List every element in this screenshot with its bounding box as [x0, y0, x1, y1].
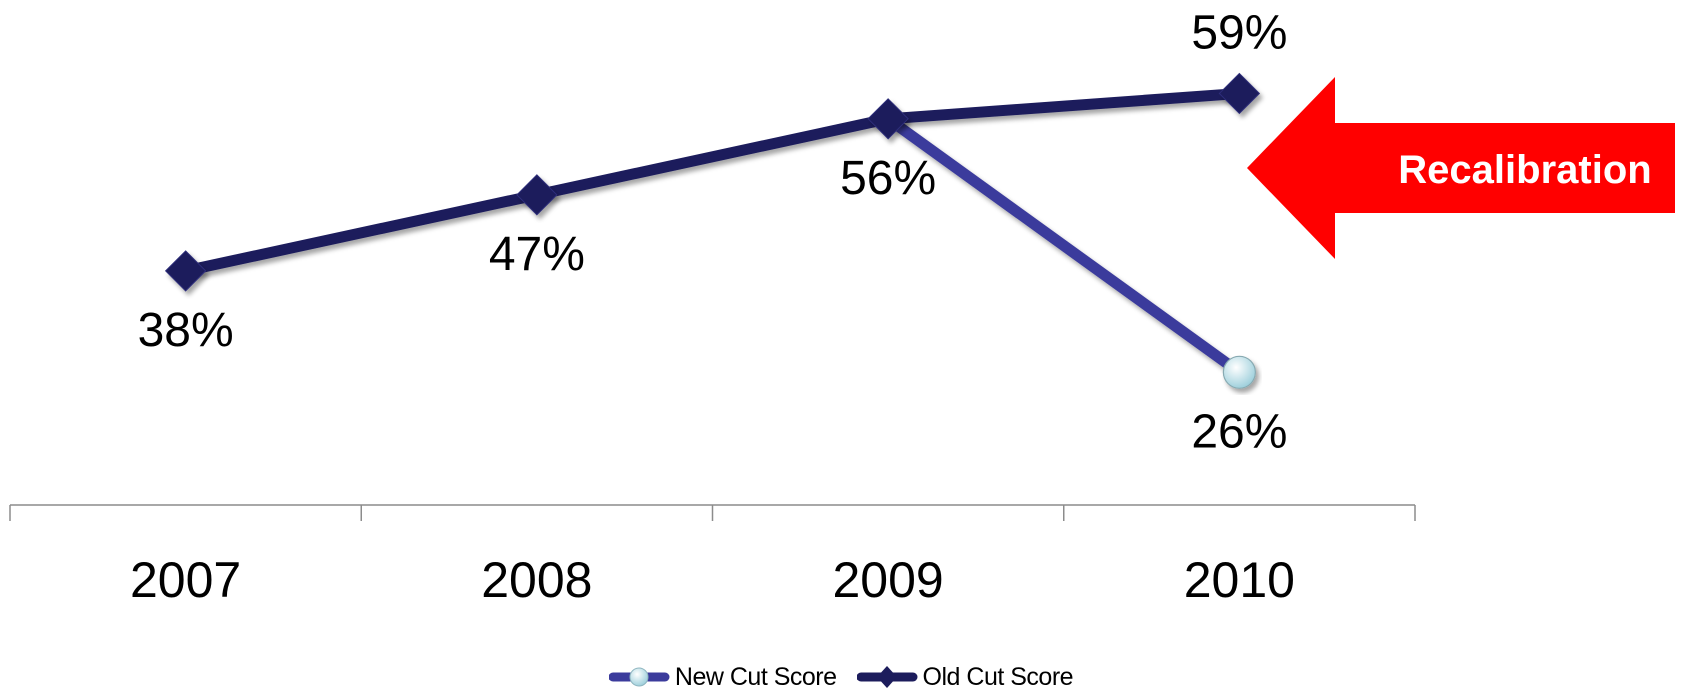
series-line-old-cut-score: [180, 87, 1245, 277]
data-point-old-cut-score: [867, 98, 909, 140]
legend: New Cut Score Old Cut Score: [0, 660, 1682, 694]
data-labels: 26% 38% 47% 56% 59%: [138, 6, 1288, 458]
series-line-new-cut-score: [882, 113, 1245, 378]
data-point-new-cut-score: [1222, 355, 1256, 389]
legend-label: Old Cut Score: [922, 662, 1074, 691]
x-tick-label: 2008: [481, 552, 592, 608]
series-lines: [180, 87, 1245, 378]
legend-circle-line-icon: [608, 667, 670, 687]
data-label: 56%: [840, 152, 936, 205]
recalibration-callout: Recalibration: [1247, 77, 1675, 259]
legend-diamond-line-icon: [856, 666, 918, 688]
data-label: 26%: [1191, 405, 1287, 458]
x-tick-label: 2007: [130, 552, 241, 608]
x-axis: 2007 2008 2009 2010: [9, 504, 1416, 608]
data-point-old-cut-score: [164, 250, 207, 292]
callout-arrow-shape: [1247, 77, 1675, 259]
data-point-old-cut-score: [516, 174, 558, 216]
legend-item-old-cut-score: Old Cut Score: [856, 662, 1074, 692]
x-tick-label: 2010: [1184, 552, 1295, 608]
legend-label: New Cut Score: [674, 662, 837, 691]
legend-item-new-cut-score: New Cut Score: [608, 662, 837, 692]
series-markers: [164, 72, 1261, 389]
data-label: 59%: [1191, 6, 1287, 59]
data-point-old-cut-score: [1218, 72, 1261, 115]
callout-text: Recalibration: [1398, 148, 1651, 192]
data-label: 47%: [489, 228, 585, 281]
data-label: 38%: [138, 304, 234, 357]
x-tick-label: 2009: [833, 552, 944, 608]
